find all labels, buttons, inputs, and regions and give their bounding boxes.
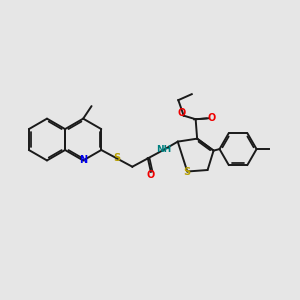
Text: NH: NH	[156, 145, 172, 154]
Text: O: O	[208, 113, 216, 123]
Text: S: S	[113, 153, 120, 164]
Text: S: S	[183, 167, 190, 177]
Text: O: O	[177, 108, 185, 118]
Text: N: N	[79, 155, 87, 166]
Text: O: O	[147, 170, 155, 180]
